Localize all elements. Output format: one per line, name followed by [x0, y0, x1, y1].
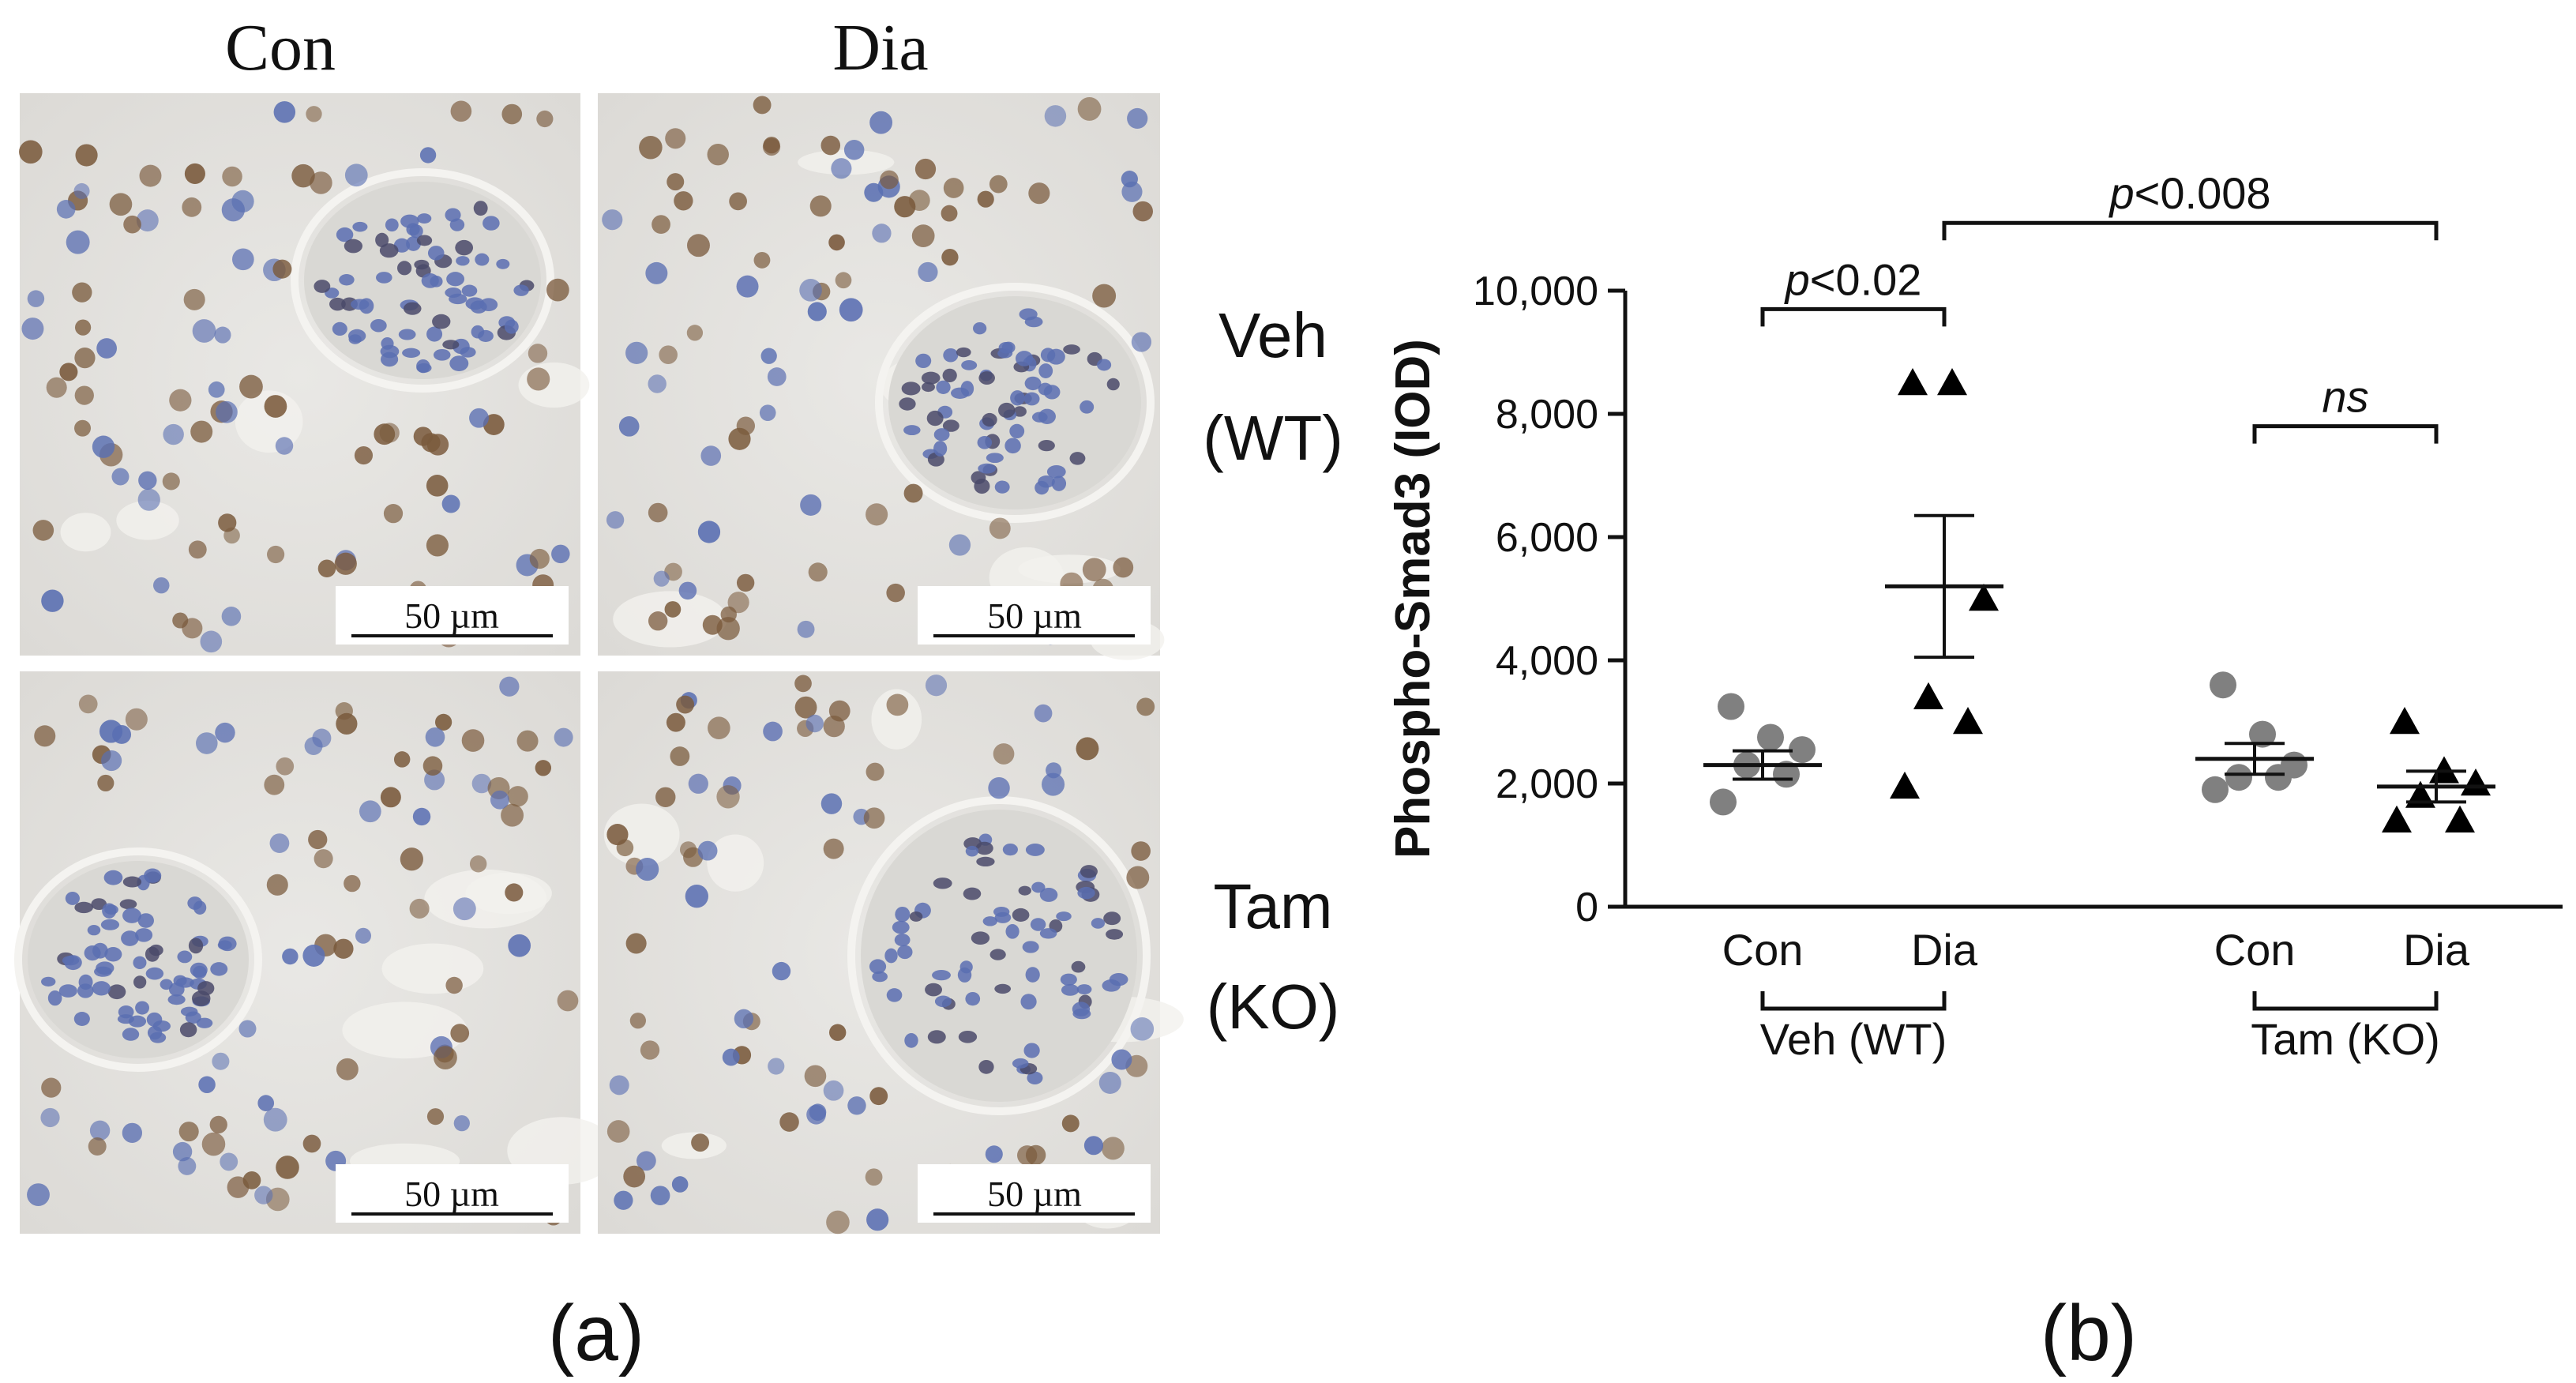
y-tick-label: 2,000	[1496, 761, 1598, 807]
significance-bracket: p<0.008	[1942, 168, 2439, 241]
data-point	[2445, 805, 2475, 832]
y-axis: 0 2,000 4,000 6,000 8,000 10,000	[1473, 269, 1628, 930]
significance-label: p<0.02	[1784, 254, 1922, 304]
micrograph-veh-con	[19, 93, 590, 656]
x-category-label: Con	[1722, 925, 1804, 975]
series-dia-1	[1885, 368, 2003, 799]
data-point	[1969, 584, 1999, 611]
series-con-2	[2195, 671, 2314, 803]
data-point	[1898, 368, 1928, 396]
row-label-tam: Tam	[1213, 871, 1332, 941]
data-point	[1773, 761, 1800, 788]
scale-bar-label: 50 µm	[987, 596, 1082, 636]
scale-bar-label: 50 µm	[987, 1174, 1082, 1214]
data-point	[2225, 764, 2252, 791]
data-point	[1953, 707, 1983, 735]
group-label: Veh (WT)	[1760, 1014, 1947, 1064]
significance-label: ns	[2322, 372, 2368, 422]
data-point	[2382, 805, 2412, 832]
micrograph-tam-dia	[598, 671, 1184, 1235]
column-header-con: Con	[225, 11, 336, 85]
scale-bar-tam-con: 50 µm	[336, 1164, 569, 1223]
y-tick-label: 10,000	[1473, 269, 1598, 314]
x-category-label: Con	[2214, 925, 2296, 975]
micrograph-tam-con	[14, 671, 617, 1234]
x-axis: Con Dia Con Dia	[1625, 904, 2563, 975]
row-label-wt: (WT)	[1203, 403, 1343, 473]
data-point	[1913, 682, 1943, 709]
y-tick-label: 8,000	[1496, 392, 1598, 438]
data-point	[2265, 764, 2292, 791]
data-point	[2461, 769, 2491, 796]
significance-bracket: ns	[2252, 372, 2439, 444]
panel-b-chart: 0 2,000 4,000 6,000 8,000 10,000 Phospho-Smad…	[1386, 168, 2563, 1377]
x-category-label: Dia	[2403, 925, 2470, 975]
panel-a-micrographs: Con Dia 50 µm 50 µm 50 µm 50 µm Veh	[14, 11, 1343, 1377]
data-point	[1789, 736, 1816, 764]
data-point	[1757, 723, 1784, 751]
data-point	[2249, 720, 2276, 748]
scale-bar-label: 50 µm	[404, 596, 499, 636]
row-label-ko: (KO)	[1207, 971, 1340, 1042]
y-axis-label: Phospho-Smad3 (IOD)	[1386, 339, 1440, 859]
panel-label-a: (a)	[548, 1289, 644, 1377]
significance-bracket: p<0.02	[1760, 254, 1947, 327]
data-point	[1890, 771, 1920, 799]
series-dia-3	[2377, 707, 2495, 832]
significance-brackets: p<0.02 p<0.008 ns	[1760, 168, 2439, 444]
x-category-label: Dia	[1911, 925, 1978, 975]
scale-bar-label: 50 µm	[404, 1174, 499, 1214]
y-tick-label: 0	[1575, 885, 1598, 930]
group-labels: Veh (WT) Tam (KO)	[1760, 991, 2440, 1064]
group-label: Tam (KO)	[2251, 1014, 2440, 1064]
micrograph-veh-dia	[598, 93, 1165, 660]
data-point	[2210, 671, 2236, 699]
scale-bar-veh-con: 50 µm	[336, 586, 569, 645]
group-bracket: Tam (KO)	[2251, 991, 2440, 1064]
row-label-veh: Veh	[1219, 300, 1327, 370]
panel-label-b: (b)	[2041, 1289, 2137, 1377]
data-point	[2390, 707, 2420, 735]
data-point	[1710, 788, 1737, 816]
series-con-0	[1703, 693, 1822, 816]
scale-bar-tam-dia: 50 µm	[918, 1164, 1151, 1223]
y-tick-label: 4,000	[1496, 638, 1598, 684]
group-bracket: Veh (WT)	[1760, 991, 1947, 1064]
data-point	[1718, 693, 1744, 720]
y-tick-label: 6,000	[1496, 515, 1598, 561]
data-point	[2202, 776, 2229, 803]
series-layer	[1703, 368, 2495, 832]
significance-label: p<0.008	[2108, 168, 2271, 218]
scale-bar-veh-dia: 50 µm	[918, 586, 1151, 645]
data-point	[1937, 368, 1967, 396]
column-header-dia: Dia	[832, 11, 928, 85]
